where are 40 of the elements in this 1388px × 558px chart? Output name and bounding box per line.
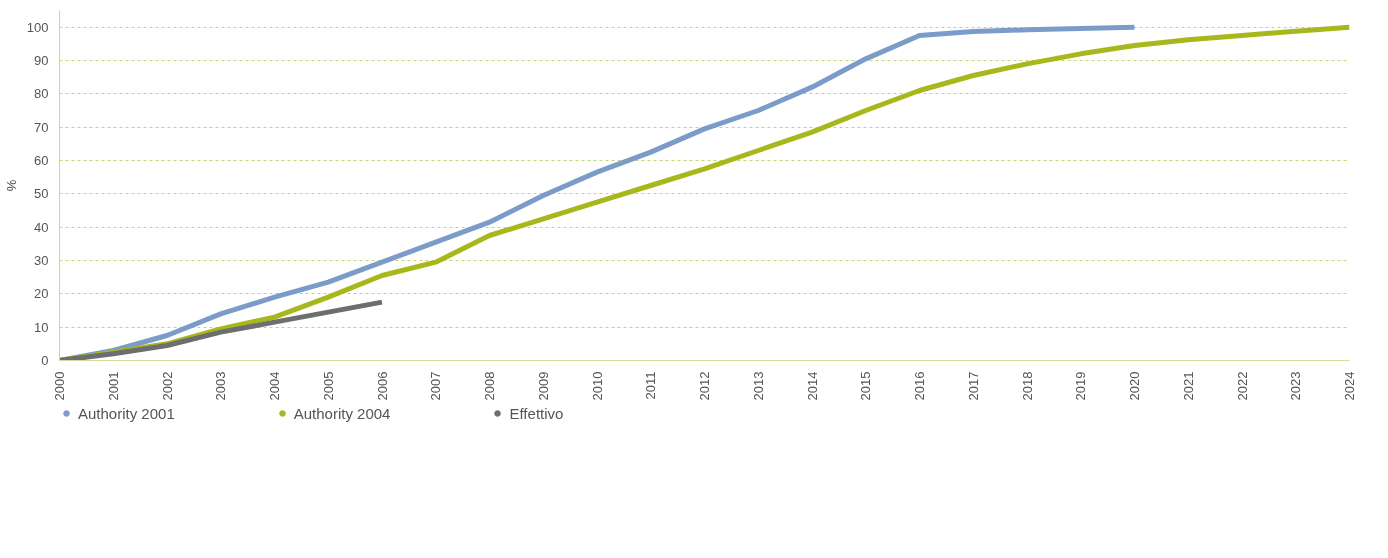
y-axis-title: % xyxy=(3,179,19,192)
x-tick-label: 2012 xyxy=(697,371,712,401)
y-tick-label: 70 xyxy=(34,119,49,135)
legend-label: Effettivo xyxy=(509,404,564,422)
x-tick-label: 2016 xyxy=(912,371,927,401)
x-tick-label: 2017 xyxy=(965,371,981,401)
y-tick-label: 20 xyxy=(34,286,49,302)
x-tick-label: 2014 xyxy=(804,371,820,401)
x-tick-label: 2005 xyxy=(320,371,336,401)
x-tick-label: 2000 xyxy=(52,371,67,401)
x-tick-label: 2002 xyxy=(159,371,175,401)
y-tick-label: 100 xyxy=(26,19,49,35)
x-tick-label: 2024 xyxy=(1342,371,1357,401)
x-tick-label: 2019 xyxy=(1073,371,1089,401)
legend-label: Authority 2001 xyxy=(78,404,175,422)
x-tick-label: 2001 xyxy=(105,371,121,401)
x-tick-label: 2023 xyxy=(1288,371,1304,401)
x-tick-label: 2015 xyxy=(858,371,874,401)
x-tick-label: 2013 xyxy=(750,371,766,401)
x-tick-label: 2022 xyxy=(1234,371,1250,401)
x-tick-label: 2011 xyxy=(643,371,659,400)
y-tick-label: 60 xyxy=(34,153,49,168)
legend-label: Authority 2004 xyxy=(293,404,391,422)
y-tick-label: 0 xyxy=(41,353,49,368)
y-tick-label: 50 xyxy=(34,186,49,202)
y-tick-label: 90 xyxy=(34,53,49,68)
x-tick-label: 2004 xyxy=(267,371,282,401)
x-tick-label: 2018 xyxy=(1019,371,1035,401)
x-tick-label: 2003 xyxy=(213,371,229,401)
x-tick-label: 2008 xyxy=(482,371,497,401)
y-tick-label: 40 xyxy=(34,219,49,235)
y-tick-label: 80 xyxy=(34,86,49,102)
y-tick-label: 10 xyxy=(34,319,49,335)
y-tick-label: 30 xyxy=(34,253,49,268)
x-tick-label: 2007 xyxy=(428,371,444,401)
x-tick-label: 2021 xyxy=(1180,371,1196,401)
x-tick-label: 2010 xyxy=(589,371,605,401)
x-tick-label: 2006 xyxy=(374,371,390,401)
x-tick-label: 2009 xyxy=(535,371,551,401)
x-tick-label: 2020 xyxy=(1127,371,1142,401)
